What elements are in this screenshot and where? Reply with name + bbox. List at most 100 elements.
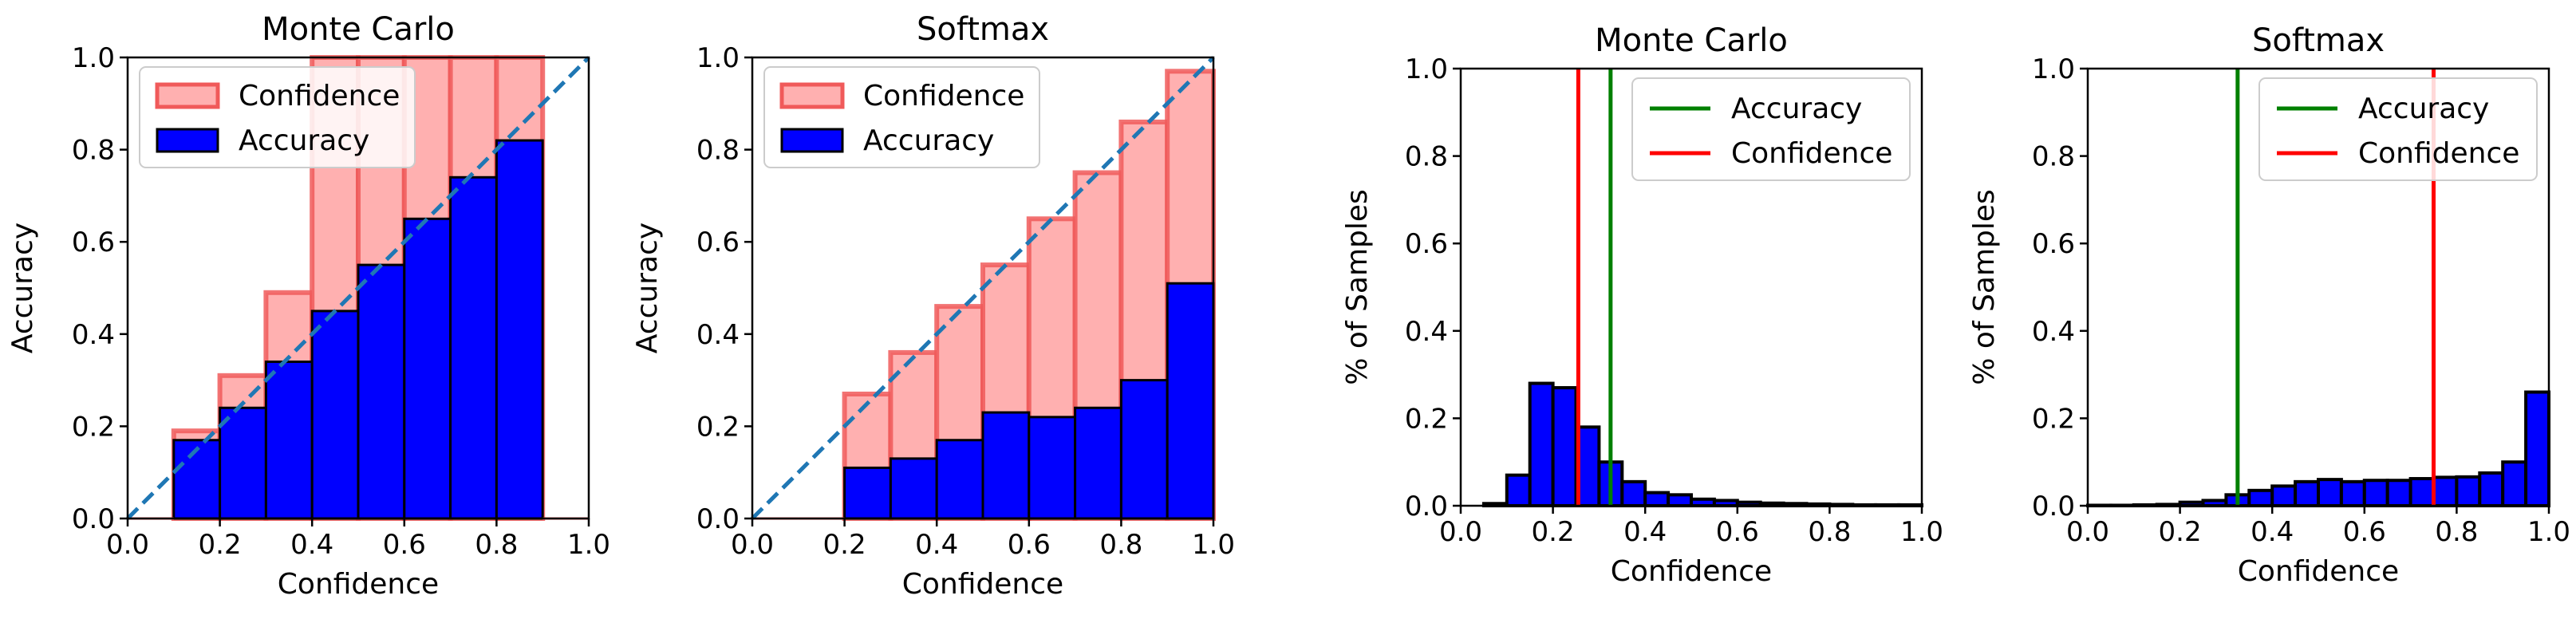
y-tick-label: 0.0 bbox=[2032, 491, 2075, 522]
accuracy-bar bbox=[1074, 406, 1122, 520]
chart-panel-3: 0.0 0.2 0.4 0.6 0.8 1.0 0.0 0.2 0.4 0.6 0.8 1.0 Mont… bbox=[1341, 22, 1943, 588]
legend: Confidence Accuracy bbox=[763, 66, 1040, 168]
chart-title: Softmax bbox=[917, 11, 1049, 48]
histogram-bar bbox=[1551, 386, 1578, 508]
chart-title: Softmax bbox=[2252, 22, 2385, 59]
x-tick-label: 0.6 bbox=[383, 529, 426, 561]
y-tick-label: 0.6 bbox=[696, 227, 740, 258]
legend-label: Confidence bbox=[239, 80, 400, 112]
histogram-bar bbox=[2247, 488, 2274, 508]
x-tick-label: 1.0 bbox=[1900, 516, 1943, 548]
legend-accuracy-swatch bbox=[780, 128, 844, 153]
x-tick-label: 0.6 bbox=[1716, 516, 1759, 548]
accuracy-bar bbox=[1119, 379, 1169, 520]
x-tick-label: 0.8 bbox=[1099, 529, 1142, 561]
y-tick-label: 0.4 bbox=[2032, 316, 2075, 348]
y-tick-label: 0.8 bbox=[1405, 141, 1448, 173]
y-tick-label: 1.0 bbox=[1405, 53, 1448, 85]
histogram-bar bbox=[2317, 478, 2343, 507]
x-tick-label: 0.6 bbox=[1008, 529, 1051, 561]
y-tick-label: 0.0 bbox=[1405, 491, 1448, 522]
y-axis-label: % of Samples bbox=[1968, 189, 2001, 385]
x-tick-label: 0.0 bbox=[731, 529, 774, 561]
y-tick-label: 0.2 bbox=[696, 411, 740, 443]
accuracy-bar bbox=[495, 139, 544, 520]
x-tick-label: 0.8 bbox=[2435, 516, 2478, 548]
accuracy-bar bbox=[264, 360, 314, 520]
axes-frame bbox=[1459, 67, 1923, 507]
accuracy-bar bbox=[310, 310, 360, 520]
histogram-bar bbox=[1505, 473, 1532, 508]
legend-label: Accuracy bbox=[1731, 93, 1862, 125]
y-tick-label: 0.8 bbox=[2032, 141, 2075, 173]
histogram-bar bbox=[1528, 381, 1555, 507]
histogram-bar bbox=[1620, 479, 1647, 507]
y-tick-label: 0.4 bbox=[1405, 316, 1448, 348]
accuracy-bar bbox=[935, 439, 984, 520]
diagonal-line bbox=[751, 56, 1215, 520]
histogram-bar bbox=[2270, 484, 2298, 508]
y-axis-label: % of Samples bbox=[1341, 189, 1374, 385]
y-tick-label: 0.2 bbox=[1405, 403, 1448, 435]
x-tick-label: 0.8 bbox=[475, 529, 518, 561]
histogram-bar bbox=[2524, 390, 2551, 507]
x-tick-label: 1.0 bbox=[567, 529, 610, 561]
legend: Accuracy Confidence bbox=[1631, 77, 1911, 181]
legend-label: Accuracy bbox=[863, 124, 994, 157]
x-tick-label: 0.4 bbox=[2251, 516, 2294, 548]
chart-panel-4: 0.0 0.2 0.4 0.6 0.8 1.0 0.0 0.2 0.4 0.6 0.8 1.0 Soft… bbox=[1968, 22, 2570, 588]
legend-label: Accuracy bbox=[2358, 93, 2489, 125]
accuracy-bar bbox=[449, 175, 498, 520]
x-tick-label: 0.2 bbox=[199, 529, 242, 561]
chart-title: Monte Carlo bbox=[262, 11, 455, 48]
chart-panel-2: 0.0 0.2 0.4 0.6 0.8 1.0 0.0 0.2 0.4 0.6 0.8 1.0 Soft… bbox=[631, 11, 1235, 601]
x-tick-label: 0.2 bbox=[1532, 516, 1575, 548]
histogram-bar bbox=[2362, 479, 2389, 508]
x-tick-label: 0.4 bbox=[1623, 516, 1667, 548]
legend: Confidence Accuracy bbox=[139, 66, 416, 168]
histogram-bar bbox=[2385, 479, 2412, 508]
x-tick-label: 0.2 bbox=[2159, 516, 2202, 548]
accuracy-bar bbox=[403, 217, 452, 520]
x-axis-label: Confidence bbox=[1611, 555, 1772, 588]
accuracy-bar bbox=[357, 263, 406, 520]
histogram-bar bbox=[2501, 460, 2528, 508]
x-axis-label: Confidence bbox=[902, 568, 1063, 601]
legend-label: Confidence bbox=[863, 80, 1024, 112]
legend-accuracy-swatch bbox=[156, 128, 219, 153]
y-tick-label: 0.4 bbox=[72, 319, 115, 351]
histogram-bar bbox=[2408, 477, 2436, 507]
legend-confidence-swatch bbox=[155, 82, 220, 109]
y-tick-label: 0.2 bbox=[2032, 403, 2075, 435]
x-tick-label: 0.2 bbox=[823, 529, 866, 561]
accuracy-bar bbox=[1028, 416, 1077, 520]
histogram-bar bbox=[1643, 491, 1671, 507]
chart-panel-1: 0.0 0.2 0.4 0.6 0.8 1.0 0.0 0.2 0.4 0.6 0.8 1.0 Mont… bbox=[6, 11, 610, 601]
y-tick-label: 0.2 bbox=[72, 411, 115, 443]
accuracy-bar bbox=[219, 406, 267, 520]
legend-label: Confidence bbox=[2358, 137, 2519, 170]
legend: Accuracy Confidence bbox=[2258, 77, 2538, 181]
diagonal-line bbox=[126, 56, 590, 520]
x-tick-label: 0.0 bbox=[106, 529, 149, 561]
histogram-bar bbox=[1667, 493, 1694, 507]
y-tick-label: 0.8 bbox=[696, 135, 740, 167]
y-tick-label: 0.6 bbox=[2032, 228, 2075, 260]
chart-title: Monte Carlo bbox=[1595, 22, 1788, 59]
x-axis-label: Confidence bbox=[2238, 555, 2399, 588]
legend-label: Confidence bbox=[1731, 137, 1892, 170]
y-tick-label: 1.0 bbox=[2032, 53, 2075, 85]
histogram-bar bbox=[2432, 475, 2459, 508]
x-tick-label: 0.8 bbox=[1808, 516, 1851, 548]
x-tick-label: 1.0 bbox=[2527, 516, 2570, 548]
axes-frame bbox=[751, 56, 1215, 520]
accuracy-bar bbox=[889, 457, 938, 520]
x-axis-label: Confidence bbox=[278, 568, 439, 601]
y-tick-label: 0.4 bbox=[696, 319, 740, 351]
legend-confidence-swatch bbox=[779, 82, 845, 109]
x-tick-label: 0.6 bbox=[2343, 516, 2386, 548]
histogram-bar bbox=[2478, 471, 2505, 508]
accuracy-bar bbox=[981, 411, 1031, 520]
axes-frame bbox=[2086, 67, 2550, 507]
